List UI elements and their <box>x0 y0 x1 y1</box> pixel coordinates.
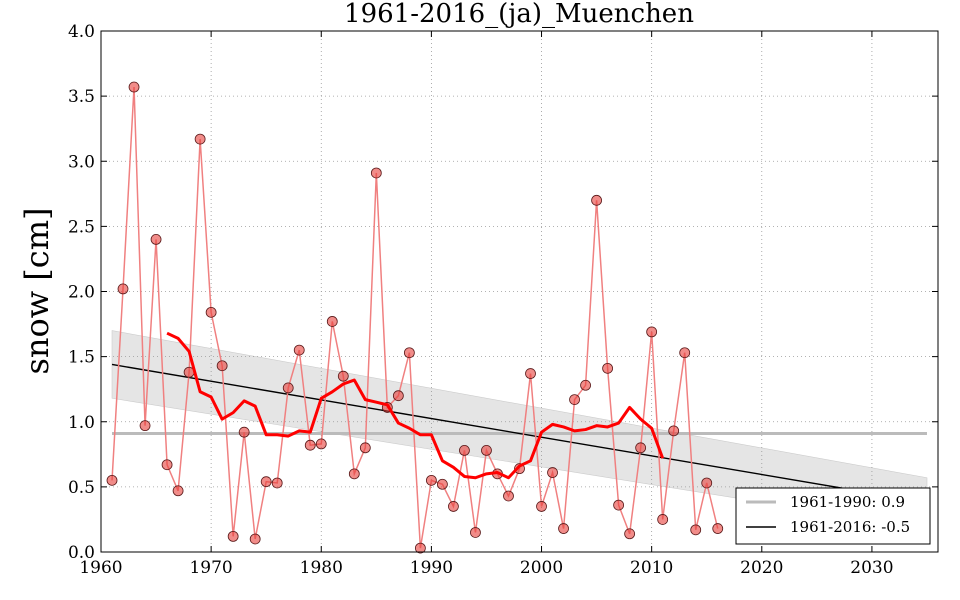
x-tick-label: 1980 <box>300 558 343 578</box>
x-tick-label: 2020 <box>740 558 783 578</box>
x-tick-label: 1960 <box>79 558 122 578</box>
data-point <box>569 394 580 406</box>
data-point <box>139 420 151 432</box>
data-point <box>425 474 437 486</box>
data-point <box>624 528 636 540</box>
data-point <box>227 530 239 542</box>
y-tick-label: 0.5 <box>68 478 95 498</box>
data-point <box>128 81 140 93</box>
data-point <box>249 533 261 545</box>
data-point <box>117 283 129 295</box>
data-point <box>580 379 591 391</box>
data-point <box>591 194 602 206</box>
data-point <box>646 326 658 338</box>
data-point <box>348 468 360 480</box>
data-point <box>370 167 382 179</box>
data-point <box>216 360 228 372</box>
data-point <box>282 382 294 394</box>
data-point <box>668 425 680 437</box>
data-point <box>403 347 415 359</box>
data-point <box>194 133 206 145</box>
data-point <box>392 390 404 402</box>
y-tick-label: 3.0 <box>68 152 95 172</box>
data-point <box>503 490 514 502</box>
y-tick-label: 2.0 <box>68 283 95 303</box>
data-point <box>414 542 426 554</box>
data-point <box>359 442 371 454</box>
legend: 1961-1990: 0.9 1961-2016: -0.5 <box>735 487 931 545</box>
data-point <box>525 368 536 379</box>
data-point <box>536 501 547 512</box>
plot-area: 1960 1970 1980 1990 2000 2010 2020 2030 0.0 0.5 1.… <box>68 22 939 578</box>
y-tick-label: 2.5 <box>68 217 95 237</box>
data-point <box>602 362 614 374</box>
data-point <box>172 485 184 497</box>
legend-box <box>735 487 931 545</box>
data-point <box>260 476 272 488</box>
data-point <box>326 316 338 327</box>
data-point <box>547 467 558 478</box>
data-point <box>459 445 470 456</box>
data-point <box>238 426 250 438</box>
data-point <box>205 306 217 318</box>
x-tick-label: 2030 <box>850 558 893 578</box>
data-point <box>337 370 349 382</box>
legend-label: 1961-1990: 0.9 <box>790 493 905 511</box>
data-point <box>315 438 327 450</box>
data-point <box>613 499 625 511</box>
legend-label: 1961-2016: -0.5 <box>790 518 910 536</box>
trend-line <box>111 363 928 504</box>
data-point <box>448 501 459 512</box>
data-point <box>161 459 173 471</box>
data-point <box>150 233 162 245</box>
data-point <box>679 347 691 359</box>
data-point <box>690 524 702 536</box>
data-point <box>701 477 713 489</box>
data-point <box>712 523 724 534</box>
data-point <box>437 478 448 490</box>
x-tick-label: 2010 <box>630 558 673 578</box>
data-point <box>481 445 492 456</box>
y-tick-label: 1.5 <box>68 348 95 368</box>
y-axis-label: snow [cm] <box>18 207 56 374</box>
y-tick-label: 3.5 <box>68 87 95 107</box>
x-tick-label: 1990 <box>410 558 453 578</box>
y-tick-label: 0.0 <box>68 543 95 563</box>
x-tick-label: 1970 <box>189 558 232 578</box>
y-tick-label: 4.0 <box>68 22 95 42</box>
data-point <box>271 477 283 489</box>
data-point <box>657 514 669 525</box>
data-point <box>293 344 305 356</box>
y-tick-label: 1.0 <box>68 413 95 433</box>
running-mean-line <box>166 331 665 480</box>
data-point <box>635 442 647 454</box>
data-point <box>304 439 316 451</box>
data-point <box>470 527 481 538</box>
annual-series-line <box>111 86 719 549</box>
data-point <box>106 474 118 486</box>
x-tick-label: 2000 <box>520 558 563 578</box>
data-point <box>558 523 569 534</box>
chart-title: 1961-2016_(ja)_Muenchen <box>344 0 694 29</box>
